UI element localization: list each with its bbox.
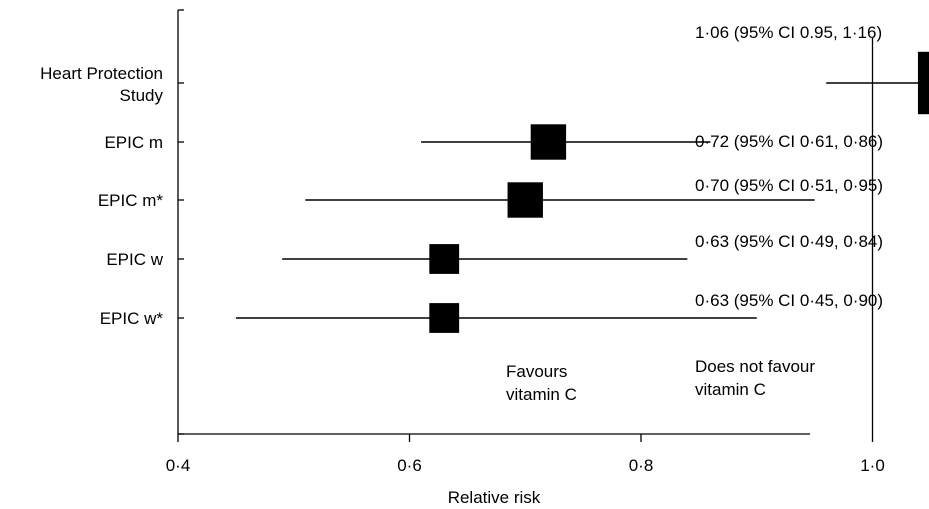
point-estimate-square — [507, 182, 543, 218]
study-rows: Heart Protection Study 1·06 (95% CI 0.95, … — [40, 23, 929, 333]
x-tick-label: 0·4 — [166, 456, 191, 475]
study-label-line: Heart Protection — [40, 64, 163, 83]
x-tick-label: 0·6 — [397, 456, 422, 475]
axes: 0·40·60·81·01·2Relative risk — [166, 9, 885, 507]
study-label: EPIC w* — [100, 309, 164, 328]
point-estimate-square — [917, 51, 929, 115]
study-label: EPIC w — [106, 250, 163, 269]
estimate-annotation: 0·70 (95% CI 0·51, 0·95) — [695, 176, 883, 195]
x-tick-label: 0·8 — [629, 456, 654, 475]
study-label-line: Study — [120, 86, 164, 105]
study-label: EPIC m — [104, 133, 163, 152]
estimate-annotation: 0·63 (95% CI 0·45, 0·90) — [695, 291, 883, 310]
estimate-annotation: 0·72 (95% CI 0·61, 0·86) — [695, 132, 883, 151]
x-axis-title: Relative risk — [448, 488, 541, 507]
study-label: EPIC m* — [98, 191, 164, 210]
favours-right-note: Does not favour vitamin C — [695, 357, 815, 399]
point-estimate-square — [530, 124, 567, 160]
x-tick-label: 1·0 — [860, 456, 885, 475]
estimate-annotation: 0·63 (95% CI 0·49, 0·84) — [695, 232, 883, 251]
point-estimate-square — [429, 303, 460, 333]
point-estimate-square — [429, 244, 460, 274]
estimate-annotation: 1·06 (95% CI 0.95, 1·16) — [695, 23, 882, 42]
study-label: Heart Protection Study — [40, 64, 163, 105]
favour-notes: Favours vitamin C Does not favour vitamin C — [506, 357, 815, 404]
favours-left-note: Favours vitamin C — [506, 362, 577, 404]
